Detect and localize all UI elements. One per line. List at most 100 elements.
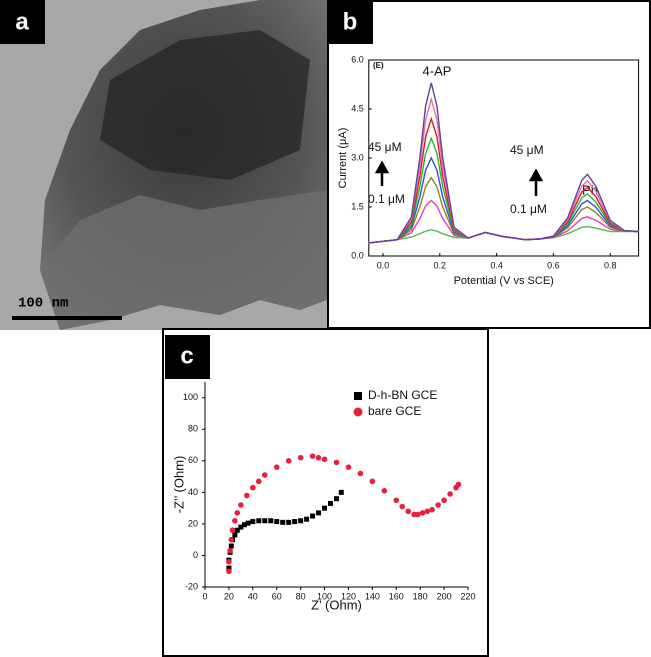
x-tick-label: 220: [460, 591, 475, 601]
data-point: [298, 518, 304, 524]
y-tick-label: 40: [188, 487, 198, 497]
data-point: [309, 453, 316, 459]
data-point: [255, 478, 262, 485]
data-point: [429, 506, 435, 513]
chart: 0.0 0.2 0.4 0.6 0.8 0.0 1.5 3.0 4.5 6.0 Potential …: [337, 54, 640, 287]
x-tick-label: 60: [272, 591, 282, 601]
data-point: [292, 519, 298, 525]
data-point: [273, 464, 280, 470]
data-point: [304, 516, 310, 522]
data-point: [310, 513, 316, 519]
data-point: [238, 502, 244, 508]
data-point: [328, 500, 334, 506]
data-point: [381, 488, 388, 494]
y-axis-title: Current (μA): [337, 128, 349, 189]
y-tick-label: 100: [183, 392, 198, 402]
tem-edge: [40, 190, 327, 330]
annotation: 45 μM: [510, 143, 544, 157]
data-point: [227, 547, 233, 554]
line-series: [368, 82, 639, 244]
data-point: [297, 454, 304, 461]
y-tick-label: -20: [185, 581, 198, 591]
panel-label-box: [328, 0, 373, 44]
x-axis-title: Z’ (Ohm): [311, 597, 362, 612]
data-point: [262, 518, 268, 524]
panel-label-box: [165, 335, 210, 379]
y-tick-label: 6.0: [351, 54, 364, 64]
x-tick-label: 200: [437, 591, 452, 601]
data-point: [274, 519, 280, 525]
arrow: [374, 160, 390, 186]
chart: 0 20 40 60 80 100 120 140 160 180 200 220 -20 0 20 40 60…: [171, 382, 476, 612]
data-point: [414, 511, 421, 518]
data-point: [226, 568, 232, 575]
data-point: [250, 484, 256, 491]
x-tick-label: 80: [296, 591, 306, 601]
data-point: [286, 519, 292, 525]
data-point: [285, 458, 292, 464]
scale-bar-label: 100 nm: [18, 296, 68, 312]
y-tick-label: 0: [193, 550, 198, 560]
x-tick-label: 160: [389, 591, 404, 601]
panel-a: a 100 nm: [0, 0, 327, 330]
annotation: 4-AP: [423, 63, 452, 78]
x-tick-label: 100: [317, 591, 332, 601]
data-point: [419, 510, 426, 516]
data-point: [256, 518, 262, 524]
data-point: [334, 496, 339, 502]
data-point: [345, 464, 352, 470]
arrow: [528, 168, 544, 196]
data-point: [435, 502, 441, 508]
data-point: [315, 454, 322, 461]
x-tick-label: 0.6: [547, 260, 560, 270]
panel-c-frame: [162, 328, 489, 657]
data-point: [322, 505, 328, 511]
x-tick-label: 120: [341, 591, 356, 601]
data-point: [245, 520, 251, 526]
data-point: [393, 497, 400, 504]
y-axis-title: -Z’’ (Ohm): [171, 456, 186, 514]
x-tick-label: 0.8: [604, 260, 617, 270]
data-point: [280, 519, 286, 525]
panel-label-box: [0, 0, 45, 44]
legend-label: D-h-BN GCE: [368, 388, 437, 402]
x-axis-title: Potential (V vs SCE): [454, 275, 554, 287]
data-point: [228, 543, 234, 549]
x-tick-label: 0.4: [490, 260, 503, 270]
data-point: [241, 522, 247, 528]
data-point: [333, 459, 340, 466]
x-tick-label: 0.0: [377, 260, 390, 270]
data-point: [338, 489, 344, 495]
data-point: [226, 558, 232, 565]
y-tick-label: 60: [188, 455, 198, 465]
annotation: 0.1 μM: [510, 202, 547, 216]
legend-marker: [353, 407, 363, 417]
data-point: [447, 491, 453, 497]
data-point: [228, 536, 235, 543]
data-point: [321, 456, 328, 463]
x-tick-label: 40: [248, 591, 258, 601]
data-point: [424, 508, 431, 515]
data-point: [229, 527, 236, 534]
y-tick-label: 20: [188, 518, 198, 528]
panel-label: a: [15, 8, 29, 35]
y-tick-label: 1.5: [351, 201, 364, 211]
x-tick-label: 180: [413, 591, 428, 601]
panel-label: c: [180, 342, 193, 369]
x-tick-label: 0.2: [434, 260, 447, 270]
data-point: [244, 492, 250, 499]
data-point: [369, 478, 376, 485]
x-tick-label: 0: [202, 591, 207, 601]
panel-label: b: [343, 8, 358, 35]
annotation: 45 μM: [368, 140, 402, 154]
data-point: [316, 510, 322, 516]
data-point: [268, 518, 274, 524]
y-tick-label: 0.0: [351, 250, 364, 260]
tem-dark-region: [100, 30, 310, 180]
data-point: [250, 519, 256, 525]
data-point: [405, 508, 412, 515]
data-point: [455, 481, 462, 488]
annotation: (E): [373, 61, 384, 70]
y-tick-label: 80: [188, 424, 198, 434]
